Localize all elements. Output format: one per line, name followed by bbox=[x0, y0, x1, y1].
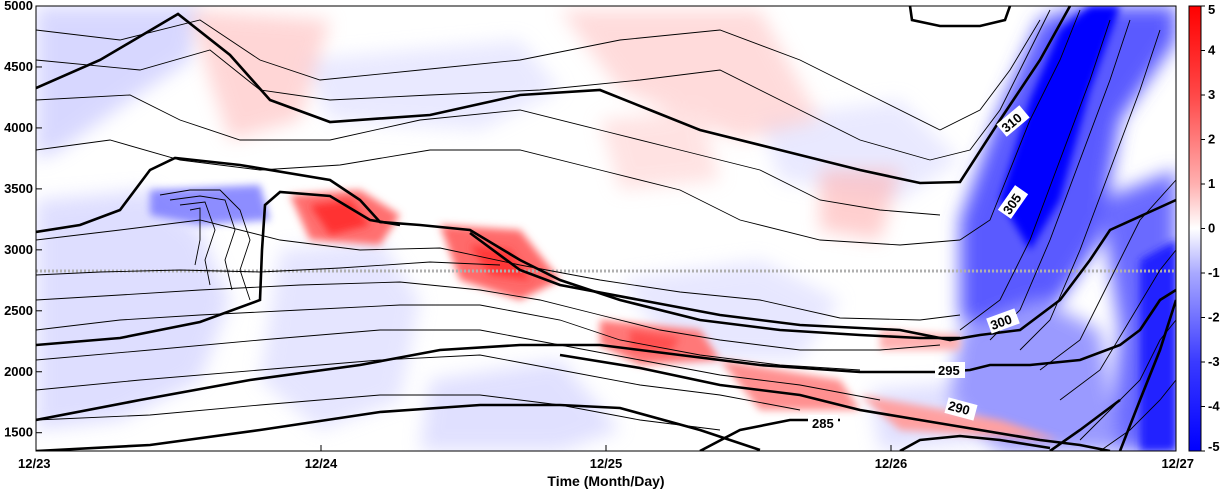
colorbar-axis: -5 -4 -3 -2 -1 0 1 2 3 4 5 bbox=[1201, 2, 1220, 454]
colorbar bbox=[1188, 5, 1202, 452]
x-tick-label: 12/23 bbox=[18, 456, 51, 471]
colorbar-tick-label: 2 bbox=[1208, 132, 1215, 147]
contour-label-295: 295 bbox=[938, 363, 960, 378]
anomaly-field bbox=[36, 6, 1176, 451]
contour-label-290: 290 bbox=[947, 398, 972, 418]
y-tick-label: 5000 bbox=[4, 0, 33, 13]
colorbar-tick-label: -2 bbox=[1208, 310, 1220, 325]
y-tick-label: 2000 bbox=[4, 364, 33, 379]
x-tick-label: 12/27 bbox=[1161, 456, 1194, 471]
colorbar-tick-label: 1 bbox=[1208, 176, 1215, 191]
colorbar-tick-label: -5 bbox=[1208, 439, 1220, 454]
colorbar-tick-label: 4 bbox=[1208, 43, 1216, 58]
colorbar-tick-label: -4 bbox=[1208, 399, 1220, 414]
contour-label-285: 285 bbox=[812, 416, 834, 431]
y-tick-label: 2500 bbox=[4, 303, 33, 318]
x-tick-label: 12/24 bbox=[305, 456, 338, 471]
colorbar-tick-label: 3 bbox=[1208, 87, 1215, 102]
colorbar-tick-label: 5 bbox=[1208, 2, 1215, 17]
contour-label-300: 300 bbox=[988, 311, 1014, 333]
x-tick-label: 12/25 bbox=[590, 456, 623, 471]
colorbar-tick-label: -3 bbox=[1208, 354, 1220, 369]
contour-lines bbox=[36, 6, 1176, 451]
y-tick-label: 3500 bbox=[4, 181, 33, 196]
colorbar-tick-label: 0 bbox=[1208, 221, 1215, 236]
colorbar-tick-label: -1 bbox=[1208, 265, 1220, 280]
y-tick-label: 1500 bbox=[4, 425, 33, 440]
y-tick-label: 4000 bbox=[4, 120, 33, 135]
y-tick-label: 4500 bbox=[4, 59, 33, 74]
x-tick-label: 12/26 bbox=[875, 456, 908, 471]
y-axis: 1500 2000 2500 3000 3500 4000 4500 5000 bbox=[4, 0, 42, 440]
x-axis-title: Time (Month/Day) bbox=[547, 473, 664, 489]
y-tick-label: 3000 bbox=[4, 242, 33, 257]
x-axis: 12/23 12/24 12/25 12/26 12/27 bbox=[18, 445, 1194, 471]
